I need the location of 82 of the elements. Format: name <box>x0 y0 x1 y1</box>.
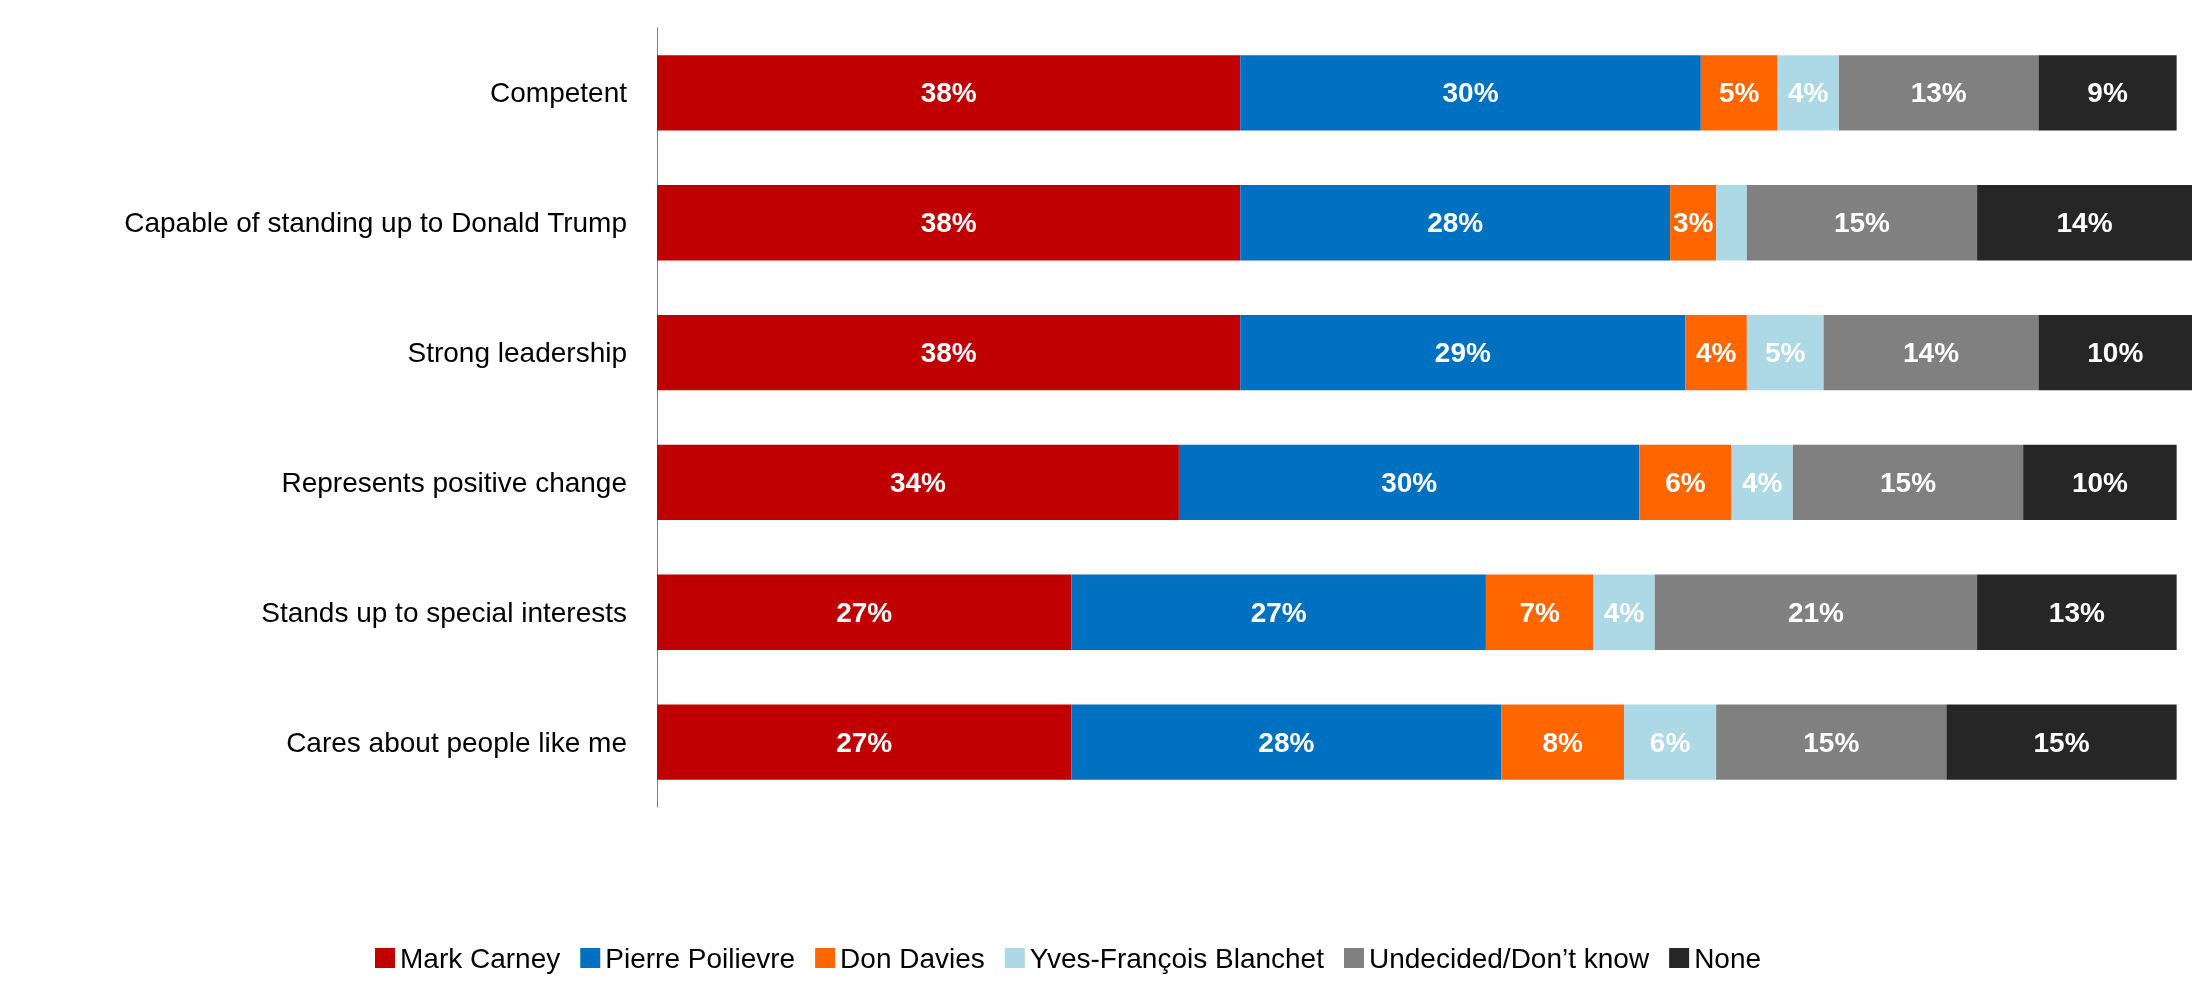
data-label: 15% <box>1880 466 1937 498</box>
bar <box>1485 574 1594 650</box>
bar <box>1977 574 2177 650</box>
data-label: 28% <box>1427 207 1484 239</box>
data-label: 6% <box>1665 466 1706 498</box>
bar <box>657 444 1179 521</box>
data-label: 38% <box>920 337 977 369</box>
data-label: 28% <box>1258 726 1315 758</box>
legend-label: None <box>1694 942 1762 974</box>
bar <box>1838 55 2039 131</box>
bar <box>1240 314 1686 391</box>
data-label: 14% <box>1903 337 1960 369</box>
data-label: 27% <box>1250 596 1307 628</box>
bar <box>1777 55 1839 131</box>
data-label: 14% <box>2056 207 2113 239</box>
data-label: 4% <box>1741 466 1783 498</box>
bar <box>1731 444 1793 521</box>
bar <box>1823 314 2039 391</box>
bar <box>1178 444 1640 521</box>
bar <box>1593 574 1655 650</box>
bar <box>1501 704 1625 780</box>
data-label: 8% <box>1542 726 1583 758</box>
data-label: 21% <box>1787 596 1845 628</box>
data-label: 5% <box>1764 337 1806 369</box>
bar <box>1071 574 1486 650</box>
data-label: 10% <box>2071 466 2129 498</box>
bar <box>2038 55 2177 131</box>
bar <box>1746 185 1978 261</box>
legend-label: Don Davies <box>840 942 985 974</box>
data-label: 13% <box>2048 596 2105 628</box>
bar <box>657 314 1241 391</box>
bar <box>1685 314 1747 391</box>
data-label: 3% <box>1672 207 1714 239</box>
bar <box>1240 55 1701 131</box>
bar <box>657 704 1072 780</box>
bar <box>657 574 1072 650</box>
bar <box>2023 444 2177 521</box>
data-label: 29% <box>1434 337 1491 369</box>
y-tick-label: Capable of standing up to Donald Trump <box>124 207 627 239</box>
y-tick-label: Cares about people like me <box>286 726 627 758</box>
data-label: 4% <box>1695 337 1737 369</box>
bar <box>1716 704 1947 780</box>
data-label: 27% <box>836 726 893 758</box>
bar <box>1946 704 2177 780</box>
data-label: 4% <box>1788 77 1829 109</box>
y-tick-label: Represents positive change <box>281 466 627 498</box>
bar <box>1240 185 1671 261</box>
legend-label: Pierre Poilievre <box>605 942 796 974</box>
data-label: 4% <box>1603 596 1645 628</box>
data-label: 7% <box>1519 596 1560 628</box>
data-label: 30% <box>1381 466 1438 498</box>
data-label: 15% <box>2033 726 2090 758</box>
data-label: 30% <box>1442 77 1499 109</box>
bar <box>657 55 1241 131</box>
bar <box>1654 574 1978 650</box>
data-label: 38% <box>920 207 977 239</box>
bar <box>1071 704 1502 780</box>
bar <box>1716 185 1747 261</box>
data-label: 13% <box>1910 77 1967 109</box>
data-label: 9% <box>2087 77 2128 109</box>
data-label: 5% <box>1718 77 1760 109</box>
data-label: 34% <box>889 466 947 498</box>
bar <box>1792 444 2024 521</box>
y-tick-label: Competent <box>490 77 628 109</box>
y-tick-label: Stands up to special interests <box>261 596 627 628</box>
bar <box>1977 185 2192 261</box>
legend-label: Yves-François Blanchet <box>1029 942 1325 974</box>
bar <box>1624 704 1717 780</box>
legend-label: Undecided/Don’t know <box>1368 942 1650 974</box>
data-label: 10% <box>2087 337 2144 369</box>
data-label: 15% <box>1803 726 1860 758</box>
bar <box>1700 55 1778 131</box>
data-label: 6% <box>1649 726 1691 758</box>
data-label: 15% <box>1833 207 1891 239</box>
data-label: 38% <box>920 77 977 109</box>
legend-label: Mark Carney <box>400 942 561 974</box>
bar <box>657 185 1241 261</box>
y-tick-label: Strong leadership <box>407 337 627 369</box>
data-label: 27% <box>836 596 893 628</box>
bar <box>2038 314 2192 391</box>
bar <box>1746 314 1824 391</box>
bar <box>1639 444 1732 521</box>
